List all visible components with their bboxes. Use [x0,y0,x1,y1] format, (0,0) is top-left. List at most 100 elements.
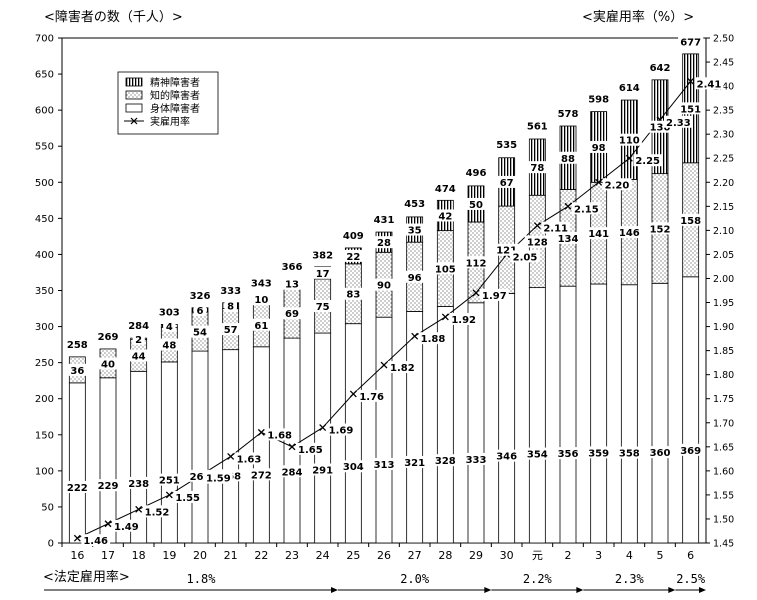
total-value: 431 [374,215,395,226]
intellectual-disabled-value: 141 [588,229,609,240]
marker-stroke [441,313,449,321]
right-tick-label: 2.15 [713,202,734,213]
employment-rate-marker [441,313,449,321]
mental-disabled-value: 110 [619,136,640,147]
bar-segment-white [467,302,485,544]
total-value: 598 [588,95,609,106]
category-label: 30 [500,549,514,562]
value-label-bg [405,223,425,236]
rate-label: 1.92 [451,315,476,326]
value-label-bg [524,235,550,248]
body-disabled-value: 229 [98,481,119,492]
total-value: 366 [282,262,303,273]
marker-stroke [349,390,357,398]
rate-label-bg [326,423,356,436]
marker-stroke [564,202,572,210]
category-label: 23 [285,549,299,562]
value-label-bg [371,457,397,470]
value-label-bg [224,299,237,312]
body-disabled-value: 284 [282,467,303,478]
employment-rate-marker [135,505,143,513]
rate-label-bg [357,389,387,402]
rate-period-arrowhead [331,587,338,593]
rate-label: 2.11 [543,224,568,235]
rate-label-bg [510,250,540,263]
total-value: 284 [128,321,149,332]
body-disabled-value: 360 [650,448,671,459]
intellectual-disabled-value: 128 [527,237,548,248]
rate-label-bg [602,178,632,191]
total-value: 409 [343,231,364,242]
total-value: 614 [619,83,640,94]
bar-segment-white [314,332,332,544]
rate-label: 1.69 [329,426,354,437]
bar-segment-white [68,382,86,544]
category-label: 29 [469,549,483,562]
body-disabled-value: 222 [67,483,88,494]
bar-segment-white [590,283,608,544]
mental-disabled-value: 67 [500,178,514,189]
value-label-bg [193,303,207,316]
mental-disabled-value: 50 [469,200,483,211]
right-tick-label: 2.00 [713,274,734,285]
intellectual-disabled-value: 36 [70,366,84,377]
mental-disabled-value: 10 [254,295,268,306]
marker-stroke [472,289,480,297]
statutory-rate-label: 1.8% [187,572,217,586]
employment-rate-marker [595,178,603,186]
value-label-bg [374,236,394,249]
right-tick-label: 1.55 [713,490,734,501]
marker-stroke [533,222,541,230]
rate-label: 2.33 [666,118,691,129]
total-value: 258 [67,340,88,351]
right-tick-label: 2.40 [713,82,734,93]
right-tick-label: 2.50 [713,34,734,45]
value-label-bg [64,480,90,493]
body-disabled-value: 251 [159,476,180,487]
marker-stroke [319,424,327,432]
rate-label: 1.97 [482,291,507,302]
marker-stroke [411,332,419,340]
value-label-bg [432,262,458,275]
value-label-bg [647,446,673,459]
mental-disabled-value: 35 [408,226,422,237]
rate-label-bg [572,202,601,215]
bar-segment-white [528,287,546,544]
right-tick-label: 2.20 [713,178,734,189]
marker-stroke [73,534,81,542]
left-tick-label: 0 [48,539,54,550]
value-label-bg [616,81,642,94]
value-label-bg [432,454,458,467]
value-label-bg [524,447,550,460]
rate-period-arrowhead [576,587,584,593]
category-label: 25 [346,549,360,562]
right-axis-title: <実雇用率（%）> [582,10,695,25]
value-label-bg [67,363,87,376]
total-value: 677 [680,38,701,49]
rate-label: 2.15 [574,204,599,215]
value-label-bg [432,182,458,195]
right-tick-label: 1.75 [713,394,734,405]
rate-label: 2.20 [605,180,630,191]
value-label-bg [555,231,581,244]
employment-rate-marker [625,154,633,162]
rate-label: 1.59 [206,474,231,485]
value-label-bg [340,460,366,473]
value-label-bg [282,277,302,290]
intellectual-disabled-value: 57 [224,325,238,336]
total-value: 642 [650,63,671,74]
legend-swatch [125,77,143,87]
value-label-bg [374,278,394,291]
intellectual-disabled-value: 75 [316,302,330,313]
value-label-bg [279,259,305,272]
total-value: 535 [496,140,517,151]
statutory-rate-label: 2.5% [676,572,706,586]
intellectual-disabled-value: 134 [558,234,579,245]
category-label: 19 [162,549,176,562]
employment-rate-marker [380,361,388,369]
right-tick-label: 2.10 [713,226,734,237]
total-value: 578 [558,109,579,120]
rate-label: 1.46 [83,536,108,547]
value-label-bg [402,197,428,210]
